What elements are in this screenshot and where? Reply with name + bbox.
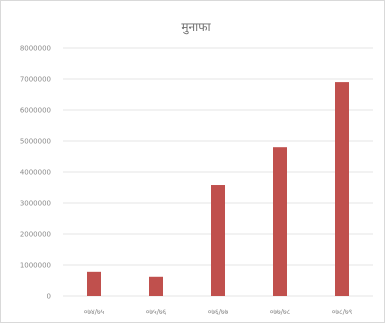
bar: [87, 271, 101, 296]
y-tick-label: 8000000: [20, 45, 51, 53]
y-tick-label: 5000000: [20, 138, 51, 146]
x-tick-label: ०७४/७५: [84, 308, 105, 316]
x-tick-label: ०७८/७९: [332, 308, 353, 316]
chart-title: मुनाफा: [181, 20, 211, 35]
y-tick-label: 3000000: [20, 200, 51, 208]
x-tick-label: ०७५/७६: [146, 308, 167, 316]
x-tick-label: ०७६/७७: [208, 308, 229, 316]
bars: [87, 82, 349, 296]
y-tick-label: 2000000: [20, 231, 51, 239]
y-axis-ticks: 0 1000000 2000000 3000000 4000000 5000000 6000…: [20, 45, 51, 301]
bar: [149, 276, 163, 296]
y-tick-label: 4000000: [20, 169, 51, 177]
x-tick-label: ०७७/७८: [270, 308, 291, 316]
bar: [335, 82, 349, 296]
bar: [273, 147, 287, 296]
grid-lines: [63, 47, 373, 297]
y-tick-label: 0: [47, 293, 51, 301]
bar: [211, 185, 225, 296]
y-tick-label: 1000000: [20, 262, 51, 270]
y-tick-label: 7000000: [20, 76, 51, 84]
x-axis-ticks: ०७४/७५ ०७५/७६ ०७६/७७ ०७७/७८ ०७८/७९: [84, 308, 353, 316]
y-tick-label: 6000000: [20, 107, 51, 115]
